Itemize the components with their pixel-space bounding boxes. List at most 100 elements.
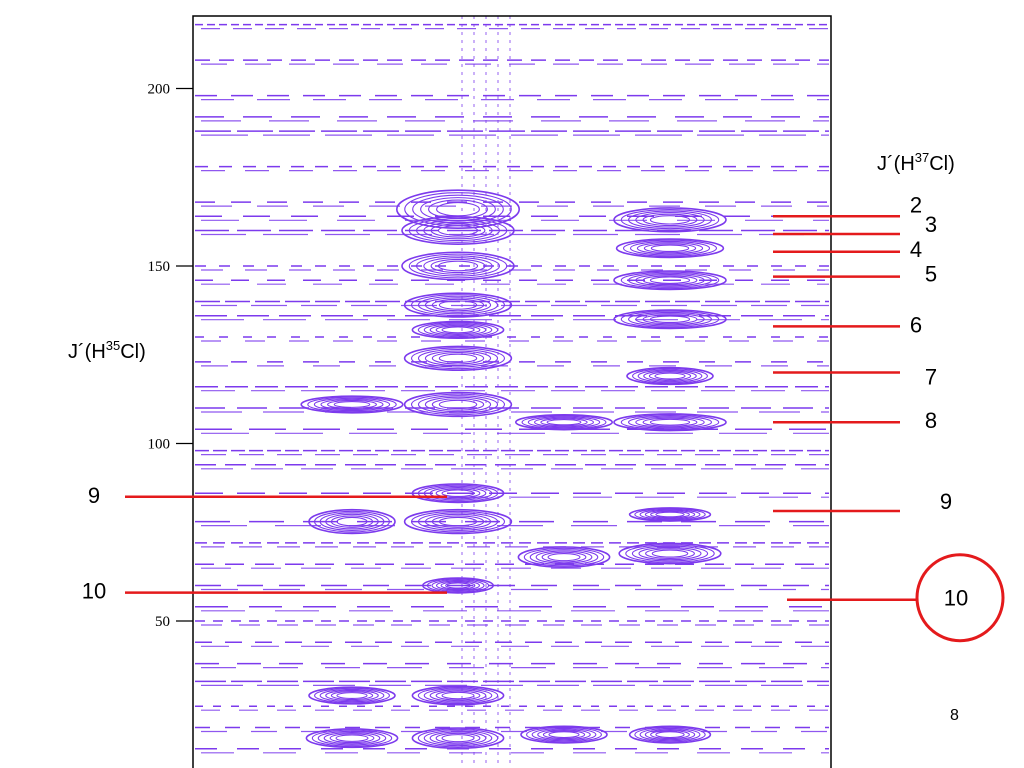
contour-ring: [535, 550, 593, 564]
contour-ring: [431, 352, 485, 365]
contour-ring: [649, 315, 691, 324]
contour-ring: [403, 345, 513, 371]
contour-ring: [521, 415, 607, 430]
marker-label: 4: [910, 237, 922, 262]
marker-label: 6: [910, 312, 922, 337]
contour-ring: [642, 213, 698, 227]
contour-ring: [417, 512, 499, 531]
page-number: 8: [950, 707, 959, 724]
contour-ring: [547, 553, 581, 562]
contour-ring: [438, 353, 478, 364]
contour-ring: [430, 258, 486, 274]
contour-ring: [628, 311, 712, 327]
contour-peak: [403, 292, 513, 318]
contour-ring: [417, 395, 499, 414]
contour-ring: [639, 509, 701, 520]
contour-ring: [531, 727, 597, 742]
contour-ring: [638, 546, 702, 561]
contour-ring: [643, 370, 697, 382]
contour-ring: [615, 238, 725, 259]
contour-ring: [635, 274, 705, 287]
contour-ring: [305, 728, 399, 749]
contour-ring: [548, 731, 580, 739]
contour-ring: [534, 417, 594, 428]
contour-ring: [523, 547, 605, 567]
marker-label: 5: [925, 262, 937, 287]
contour-ring: [410, 347, 506, 370]
contour-ring: [651, 549, 689, 558]
contour-ring: [620, 271, 720, 289]
contour-ring: [410, 510, 506, 533]
contour-ring: [311, 729, 393, 747]
contour-peak: [615, 238, 725, 259]
contour-ring: [613, 413, 727, 432]
contour-ring: [423, 257, 493, 275]
contour-ring: [417, 295, 499, 315]
contour-ring: [438, 516, 478, 527]
contour-ring: [431, 515, 485, 528]
contour-ring: [546, 419, 582, 426]
contour-ring: [650, 510, 690, 519]
contour-ring: [435, 580, 481, 591]
y-tick-label: 100: [148, 437, 171, 453]
contour-ring: [429, 324, 487, 336]
contour-ring: [403, 391, 513, 418]
contour-ring: [424, 513, 492, 530]
marker-label: 8: [925, 408, 937, 433]
contour-ring: [435, 325, 481, 335]
contour-ring: [527, 416, 601, 429]
contour-ring: [401, 251, 515, 281]
contour-ring: [416, 219, 500, 242]
contour-peak: [628, 507, 712, 522]
contour-ring: [655, 731, 685, 739]
baseline-contour-bands: [195, 16, 829, 768]
plot-frame: [192, 15, 832, 768]
contour-peak: [514, 413, 613, 431]
contour-ring: [317, 730, 387, 746]
contour-ring: [408, 218, 508, 243]
contour-ring: [639, 727, 701, 742]
contour-ring: [622, 239, 718, 257]
contour-ring: [514, 413, 613, 431]
contour-ring: [618, 542, 722, 565]
contour-ring: [429, 689, 487, 702]
contour-peak: [411, 483, 505, 504]
contour-ring: [431, 298, 485, 312]
contour-ring: [655, 511, 685, 518]
contour-ring: [411, 727, 505, 750]
contour-ring: [435, 732, 481, 744]
contour-peak: [403, 508, 513, 535]
contour-peak: [411, 320, 505, 340]
contour-ring: [644, 509, 696, 520]
contour-ring: [642, 275, 698, 286]
contour-ring: [441, 326, 475, 334]
contour-ring: [435, 488, 481, 499]
contour-ring: [650, 730, 690, 740]
contour-ring: [634, 726, 706, 743]
y-tick-label: 150: [148, 259, 171, 275]
contour-ring: [336, 692, 368, 700]
contour-ring: [435, 690, 481, 701]
contour-ring: [429, 487, 487, 500]
contour-ring: [431, 398, 485, 411]
contour-ring: [436, 202, 480, 217]
contour-ring: [644, 728, 696, 741]
contour-ring: [417, 348, 499, 368]
contour-ring: [330, 691, 374, 701]
contour-ring: [529, 549, 599, 566]
contour-peak: [613, 270, 727, 291]
contour-ring: [438, 399, 478, 410]
contour-ring: [537, 728, 591, 741]
contour-ring: [649, 276, 691, 284]
contour-ring: [440, 581, 476, 590]
contour-peak: [421, 577, 494, 594]
contour-ring: [517, 546, 611, 569]
y-tick-label: 50: [155, 614, 170, 630]
contour-ring: [314, 687, 390, 704]
contour-ring: [628, 210, 712, 230]
marker-label: 9: [88, 483, 100, 508]
contour-ring: [335, 734, 369, 742]
y-tick-label: 200: [148, 82, 171, 98]
